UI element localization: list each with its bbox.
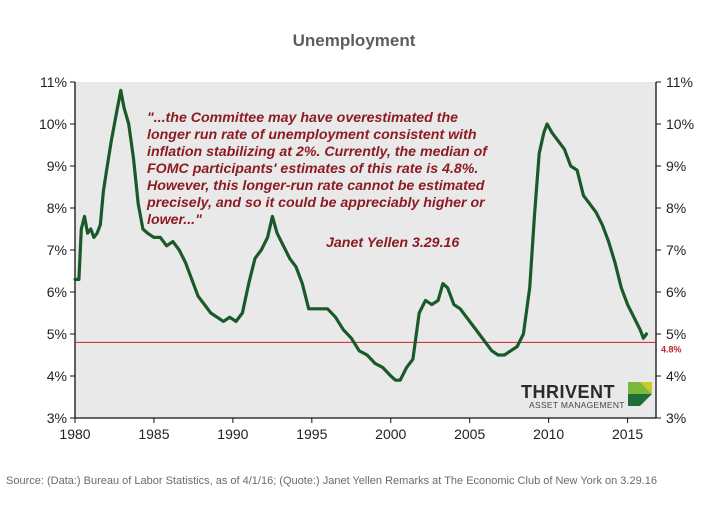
quote-line: FOMC participants' estimates of this rat… bbox=[147, 161, 478, 177]
y-tick-label-left: 10% bbox=[39, 116, 67, 132]
y-axis-left: 3% 4% 5% 6% 7% 8% 9% 10% 11% bbox=[39, 74, 75, 426]
y-tick-label-right: 11% bbox=[666, 74, 693, 90]
y-tick-label-left: 4% bbox=[47, 368, 67, 384]
y-tick-label-left: 7% bbox=[47, 242, 67, 258]
quote-line: precisely, and so it could be appreciabl… bbox=[146, 195, 486, 211]
x-tick-label: 2010 bbox=[533, 426, 564, 442]
x-tick-label: 2000 bbox=[375, 426, 406, 442]
y-tick-label-left: 5% bbox=[47, 326, 67, 342]
logo-name: THRIVENT bbox=[521, 382, 615, 402]
quote-line: However, this longer-run rate cannot be … bbox=[147, 178, 485, 194]
quote-line: longer run rate of unemployment consiste… bbox=[147, 127, 477, 143]
y-tick-label-right: 6% bbox=[666, 284, 686, 300]
series-line-unemployment bbox=[73, 88, 649, 382]
y-tick-label-right: 8% bbox=[666, 200, 686, 216]
source-note: Source: (Data:) Bureau of Labor Statisti… bbox=[6, 475, 657, 487]
y-tick-label-right: 4% bbox=[666, 368, 686, 384]
x-tick-label: 2015 bbox=[612, 426, 643, 442]
x-tick-label: 1980 bbox=[59, 426, 90, 442]
y-tick-label-right: 5% bbox=[666, 326, 686, 342]
y-tick-label-right: 10% bbox=[666, 116, 694, 132]
y-tick-label-left: 9% bbox=[47, 158, 67, 174]
y-tick-label-left: 3% bbox=[47, 410, 67, 426]
y-tick-label-left: 11% bbox=[40, 74, 67, 90]
x-tick-label: 1990 bbox=[217, 426, 248, 442]
chart-title: Unemployment bbox=[293, 31, 416, 50]
y-tick-label-left: 6% bbox=[47, 284, 67, 300]
quote-attribution: Janet Yellen 3.29.16 bbox=[326, 235, 459, 251]
reference-line-label: 4.8% bbox=[661, 344, 682, 354]
y-axis-right: 3% 4% 5% 6% 7% 8% 9% 10% 11% bbox=[656, 74, 694, 426]
x-axis: 1980 1985 1990 1995 2000 2005 2010 2015 bbox=[59, 418, 643, 442]
thrivent-logo: THRIVENT ASSET MANAGEMENT bbox=[521, 382, 652, 410]
plot-area bbox=[75, 82, 656, 418]
logo-subtitle: ASSET MANAGEMENT bbox=[529, 400, 625, 410]
x-tick-label: 2005 bbox=[454, 426, 485, 442]
quote-line: lower..." bbox=[147, 212, 202, 228]
y-tick-label-right: 7% bbox=[666, 242, 686, 258]
yellen-quote: "...the Committee may have overestimated… bbox=[146, 110, 488, 228]
quote-line: inflation stabilizing at 2%. Currently, … bbox=[147, 144, 488, 160]
quote-line: "...the Committee may have overestimated… bbox=[147, 110, 458, 126]
x-tick-label: 1985 bbox=[138, 426, 169, 442]
y-tick-label-left: 8% bbox=[47, 200, 67, 216]
x-tick-label: 1995 bbox=[296, 426, 327, 442]
reference-line-group: 4.8% bbox=[75, 341, 682, 354]
y-tick-label-right: 3% bbox=[666, 410, 686, 426]
logo-mark-icon bbox=[628, 382, 652, 406]
y-tick-label-right: 9% bbox=[666, 158, 686, 174]
